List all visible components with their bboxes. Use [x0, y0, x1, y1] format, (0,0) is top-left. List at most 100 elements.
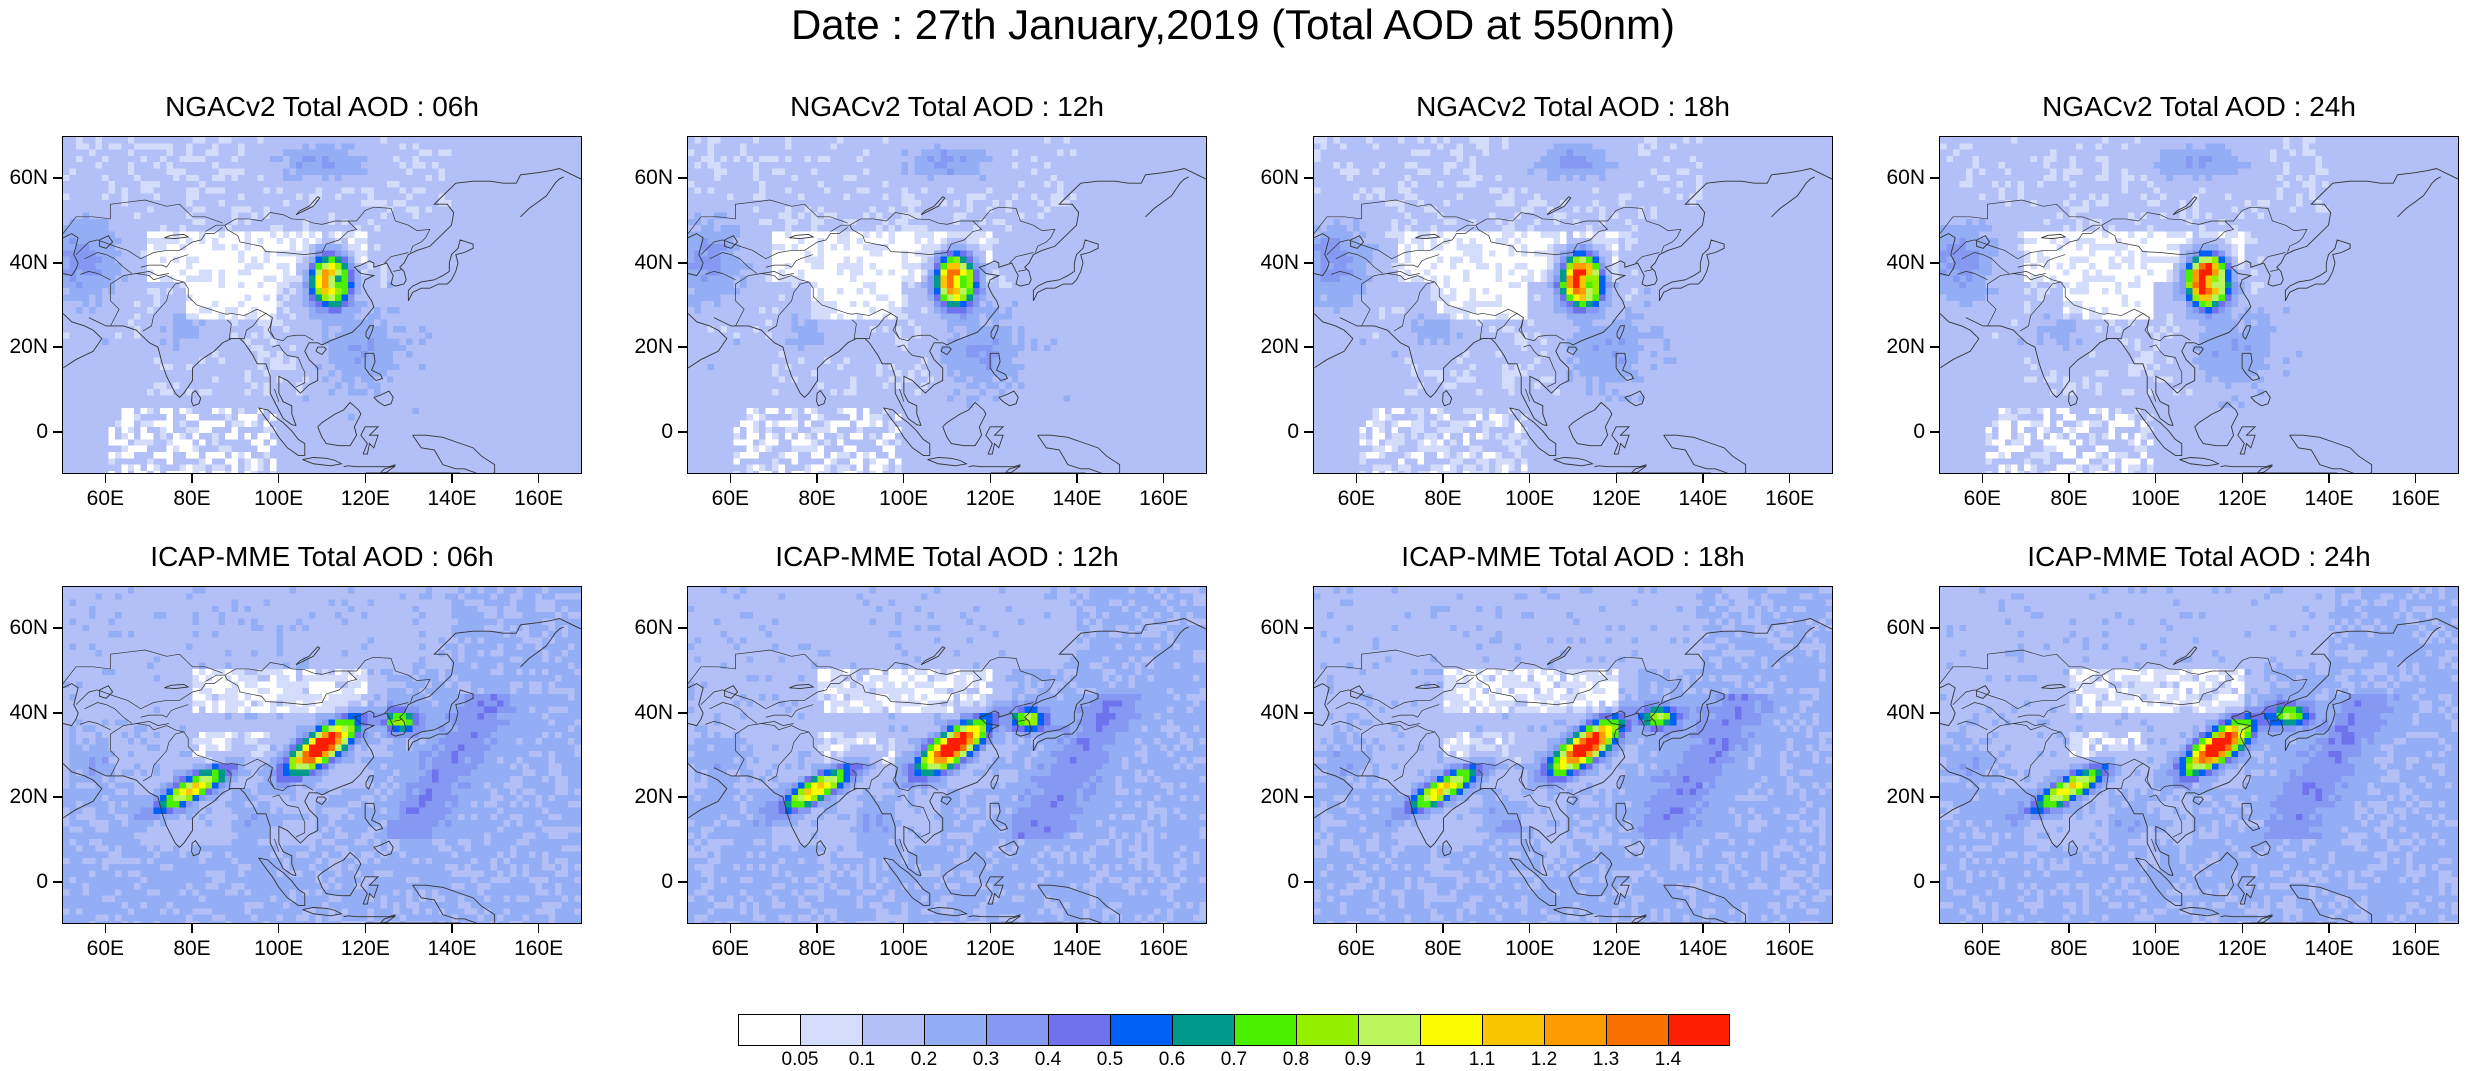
aod-cell — [173, 294, 181, 302]
aod-cell — [516, 231, 524, 239]
aod-cell — [574, 307, 581, 314]
aod-cell — [752, 382, 760, 390]
aod-cell — [140, 414, 148, 422]
aod-cell — [516, 338, 524, 346]
aod-cell — [63, 143, 71, 151]
aod-cell — [733, 256, 741, 264]
aod-cell — [121, 338, 129, 346]
aod-cell — [101, 294, 109, 302]
aod-cell — [114, 174, 122, 182]
aod-cell — [192, 162, 200, 170]
aod-cell — [75, 143, 84, 151]
aod-cell — [334, 231, 343, 239]
aod-cell — [739, 452, 747, 459]
aod-cell — [360, 237, 368, 245]
aod-cell — [548, 200, 556, 207]
aod-cell — [270, 193, 278, 201]
aod-cell — [69, 452, 77, 459]
aod-cell — [713, 332, 721, 340]
aod-cell — [276, 149, 284, 157]
aod-cell — [257, 433, 265, 440]
aod-cell — [186, 370, 194, 378]
aod-cell — [315, 357, 323, 365]
aod-cell — [205, 395, 213, 403]
aod-cell — [555, 281, 563, 289]
aod-cell — [88, 300, 96, 308]
aod-cell — [367, 168, 375, 176]
aod-cell — [386, 237, 394, 245]
aod-cell — [555, 414, 563, 422]
aod-cell — [419, 155, 427, 163]
aod-cell — [694, 407, 702, 415]
aod-cell — [101, 344, 109, 352]
aod-cell — [713, 250, 721, 258]
aod-cell — [211, 458, 219, 466]
aod-cell — [720, 370, 728, 378]
aod-cell — [367, 275, 375, 283]
aod-cell — [707, 244, 715, 252]
aod-cell — [445, 174, 453, 182]
aod-cell — [173, 445, 181, 453]
aod-cell — [707, 338, 715, 346]
aod-cell — [490, 426, 498, 434]
aod-cell — [224, 351, 232, 359]
aod-cell — [140, 212, 148, 220]
aod-cell — [509, 181, 517, 188]
aod-cell — [114, 351, 122, 359]
aod-cell — [270, 407, 278, 415]
aod-cell — [516, 376, 524, 384]
aod-cell — [108, 426, 116, 434]
aod-cell — [134, 225, 142, 233]
aod-cell — [82, 237, 90, 245]
aod-cell — [432, 319, 440, 327]
aod-cell — [483, 464, 491, 472]
aod-cell — [160, 313, 168, 321]
aod-cell — [224, 300, 232, 308]
aod-cell — [296, 326, 304, 333]
aod-cell — [380, 288, 388, 296]
aod-cell — [451, 187, 459, 195]
aod-cell — [432, 256, 440, 264]
aod-cell — [694, 464, 702, 472]
aod-cell — [425, 237, 433, 245]
aod-cell — [399, 263, 407, 270]
aod-cell — [244, 294, 252, 302]
aod-cell — [406, 307, 414, 314]
aod-cell — [522, 206, 530, 214]
aod-cell — [309, 332, 317, 340]
aod-cell — [95, 407, 103, 415]
aod-cell — [688, 414, 696, 422]
aod-cell — [406, 313, 414, 321]
aod-cell — [726, 470, 734, 473]
aod-cell — [244, 395, 252, 403]
aod-cell — [548, 181, 556, 188]
aod-cell — [477, 376, 485, 384]
aod-cell — [529, 231, 537, 239]
aod-cell — [63, 439, 71, 447]
aod-cell — [529, 332, 537, 340]
aod-cell — [438, 407, 446, 415]
aod-cell — [334, 452, 343, 459]
aod-cell — [82, 389, 90, 396]
aod-cell — [69, 281, 77, 289]
aod-cell — [720, 206, 728, 214]
aod-cell — [75, 376, 84, 384]
aod-cell — [198, 433, 207, 440]
aod-cell — [257, 250, 265, 258]
aod-cell — [237, 300, 245, 308]
aod-cell — [101, 231, 109, 239]
aod-cell — [522, 168, 530, 176]
aod-cell — [445, 181, 453, 188]
aod-cell — [237, 326, 245, 333]
aod-cell — [548, 313, 556, 321]
aod-cell — [166, 376, 174, 384]
aod-cell — [88, 162, 96, 170]
aod-cell — [192, 319, 200, 327]
aod-cell — [516, 370, 524, 378]
aod-cell — [477, 395, 485, 403]
aod-cell — [445, 326, 453, 333]
aod-cell — [568, 414, 576, 422]
aod-cell — [496, 470, 504, 473]
aod-cell — [283, 250, 291, 258]
aod-cell — [746, 143, 754, 151]
